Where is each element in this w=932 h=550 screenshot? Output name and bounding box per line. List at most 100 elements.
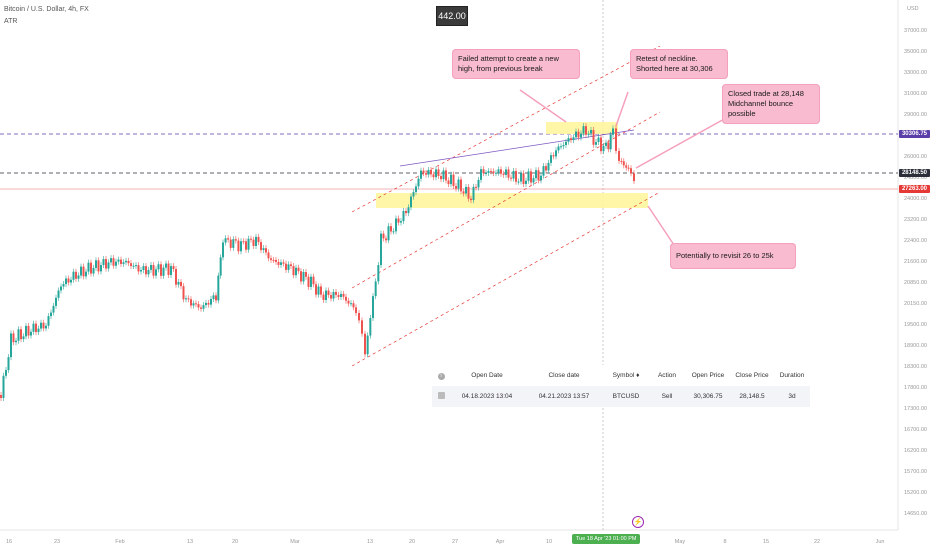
candle-body <box>470 198 472 201</box>
candle-body <box>567 138 570 142</box>
note-revisit[interactable]: Potentially to revisit 26 to 25k <box>670 243 796 269</box>
entry-price-tag: 30306.75 <box>898 130 930 138</box>
candle-body <box>497 169 500 173</box>
candle-body <box>140 270 142 272</box>
candle-body <box>412 192 415 197</box>
candle-body <box>240 241 242 252</box>
candle-body <box>160 264 162 276</box>
candle-body <box>100 265 102 272</box>
pointer-failed <box>519 89 567 123</box>
x-tick-label: 15 <box>763 539 769 545</box>
candle-body <box>562 145 565 147</box>
candle-body <box>380 233 382 266</box>
candle-body <box>557 146 560 151</box>
header-action[interactable]: Action <box>657 372 677 379</box>
candle-body <box>517 181 520 183</box>
candle-body <box>530 171 532 183</box>
candle-body <box>500 169 502 174</box>
candle-body <box>372 296 374 319</box>
note-retest[interactable]: Retest of neckline. Shorted here at 30,3… <box>630 49 728 79</box>
candle-body <box>317 286 320 295</box>
header-open-price[interactable]: Open Price <box>691 372 725 379</box>
candle-body <box>0 395 2 398</box>
candle-body <box>215 295 217 301</box>
candle-body <box>522 173 525 184</box>
candle-body <box>172 266 175 270</box>
candle-body <box>597 137 600 143</box>
candle-body <box>572 137 575 141</box>
note-closed-trade[interactable]: Closed trade at 28,148 Midchannel bounce… <box>722 84 820 124</box>
crosshair-date-label: Tue 18 Apr '23 01:00 PM <box>572 534 641 544</box>
candle-body <box>205 302 207 306</box>
table-row[interactable]: 04.18.2023 13:04 04.21.2023 13:57 BTCUSD… <box>432 386 810 407</box>
candle-body <box>485 172 487 174</box>
candle-body <box>410 196 412 208</box>
candle-body <box>587 133 590 135</box>
header-open-date[interactable]: Open Date <box>471 372 503 379</box>
row-close-date: 04.21.2023 13:57 <box>538 393 590 400</box>
x-tick-label: 20 <box>409 539 415 545</box>
y-tick-label: 31000.00 <box>904 91 927 97</box>
x-tick-label: Feb <box>115 539 124 545</box>
candle-body <box>387 226 390 241</box>
channel-mid <box>351 111 661 289</box>
symbol-title[interactable]: Bitcoin / U.S. Dollar, 4h, FX <box>4 6 89 13</box>
candle-body <box>450 174 452 185</box>
indicator-label[interactable]: ATR <box>4 18 18 25</box>
candle-body <box>505 169 507 175</box>
candle-body <box>277 261 280 265</box>
info-icon[interactable]: i <box>437 372 445 380</box>
candle-body <box>217 275 220 301</box>
candle-body <box>405 210 407 214</box>
candle-body <box>550 155 552 163</box>
lightning-icon[interactable]: ⚡ <box>632 516 644 528</box>
candle-body <box>25 325 27 337</box>
candle-body <box>582 126 585 134</box>
candle-body <box>75 271 77 279</box>
candle-body <box>70 279 72 283</box>
y-tick-label: 33000.00 <box>904 70 927 76</box>
header-symbol[interactable]: Symbol ♦ <box>612 372 640 379</box>
candle-body <box>127 260 130 264</box>
candle-body <box>137 265 140 272</box>
candle-body <box>402 210 405 222</box>
candle-body <box>452 174 455 187</box>
y-tick-label: 35000.00 <box>904 49 927 55</box>
candle-body <box>122 262 125 264</box>
candle-body <box>120 259 122 264</box>
candle-body <box>90 262 92 274</box>
header-duration[interactable]: Duration <box>779 372 805 379</box>
candle-body <box>192 303 195 306</box>
x-tick-label: May <box>675 539 686 545</box>
candle-body <box>185 298 187 300</box>
header-close-price[interactable]: Close Price <box>735 372 769 379</box>
candle-body <box>250 238 252 240</box>
candle-body <box>37 328 40 333</box>
header-close-date[interactable]: Close date <box>548 372 580 379</box>
candle-body <box>15 340 17 343</box>
candle-body <box>325 290 327 301</box>
candle-body <box>340 293 342 298</box>
exit-price-tag: 28148.50 <box>898 169 930 177</box>
candle-body <box>620 160 623 162</box>
candle-body <box>170 266 172 275</box>
note-failed-attempt[interactable]: Failed attempt to create a new high, fro… <box>452 49 580 79</box>
candle-body <box>242 241 245 243</box>
candle-body <box>585 126 587 135</box>
candle-body <box>345 296 347 301</box>
candle-body <box>605 142 607 146</box>
x-tick-label: 13 <box>187 539 193 545</box>
candle-body <box>275 259 277 262</box>
trade-table: i Open Date Close date Symbol ♦ Action O… <box>432 365 810 407</box>
candle-body <box>392 231 395 233</box>
candle-body <box>85 271 87 277</box>
candle-body <box>385 238 387 241</box>
row-symbol: BTCUSD <box>612 393 640 400</box>
candle-body <box>307 276 310 287</box>
candle-body <box>152 264 155 276</box>
candle-body <box>132 265 135 267</box>
candle-body <box>105 259 107 269</box>
candle-body <box>462 191 465 194</box>
